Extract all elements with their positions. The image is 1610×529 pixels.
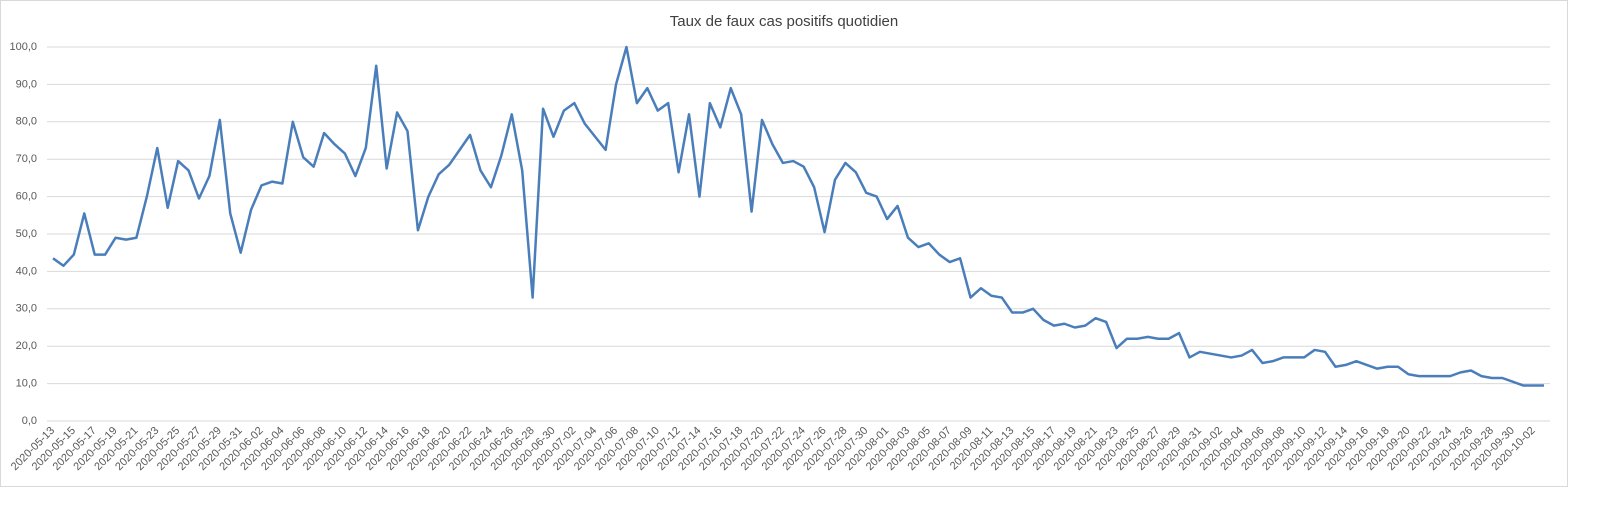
y-tick-label: 20,0	[16, 340, 37, 352]
chart-frame	[0, 0, 1568, 487]
y-tick-label: 90,0	[16, 78, 37, 90]
y-tick-label: 30,0	[16, 303, 37, 315]
chart-title: Taux de faux cas positifs quotidien	[670, 13, 898, 30]
y-tick-label: 50,0	[16, 228, 37, 240]
y-tick-label: 60,0	[16, 191, 37, 203]
y-tick-label: 80,0	[16, 116, 37, 128]
y-tick-label: 100,0	[9, 41, 37, 53]
data-line	[52, 45, 1544, 387]
y-tick-label: 10,0	[16, 378, 37, 390]
y-tick-label: 70,0	[16, 153, 37, 165]
y-tick-label: 40,0	[16, 265, 37, 277]
y-tick-label: 0,0	[22, 415, 37, 427]
